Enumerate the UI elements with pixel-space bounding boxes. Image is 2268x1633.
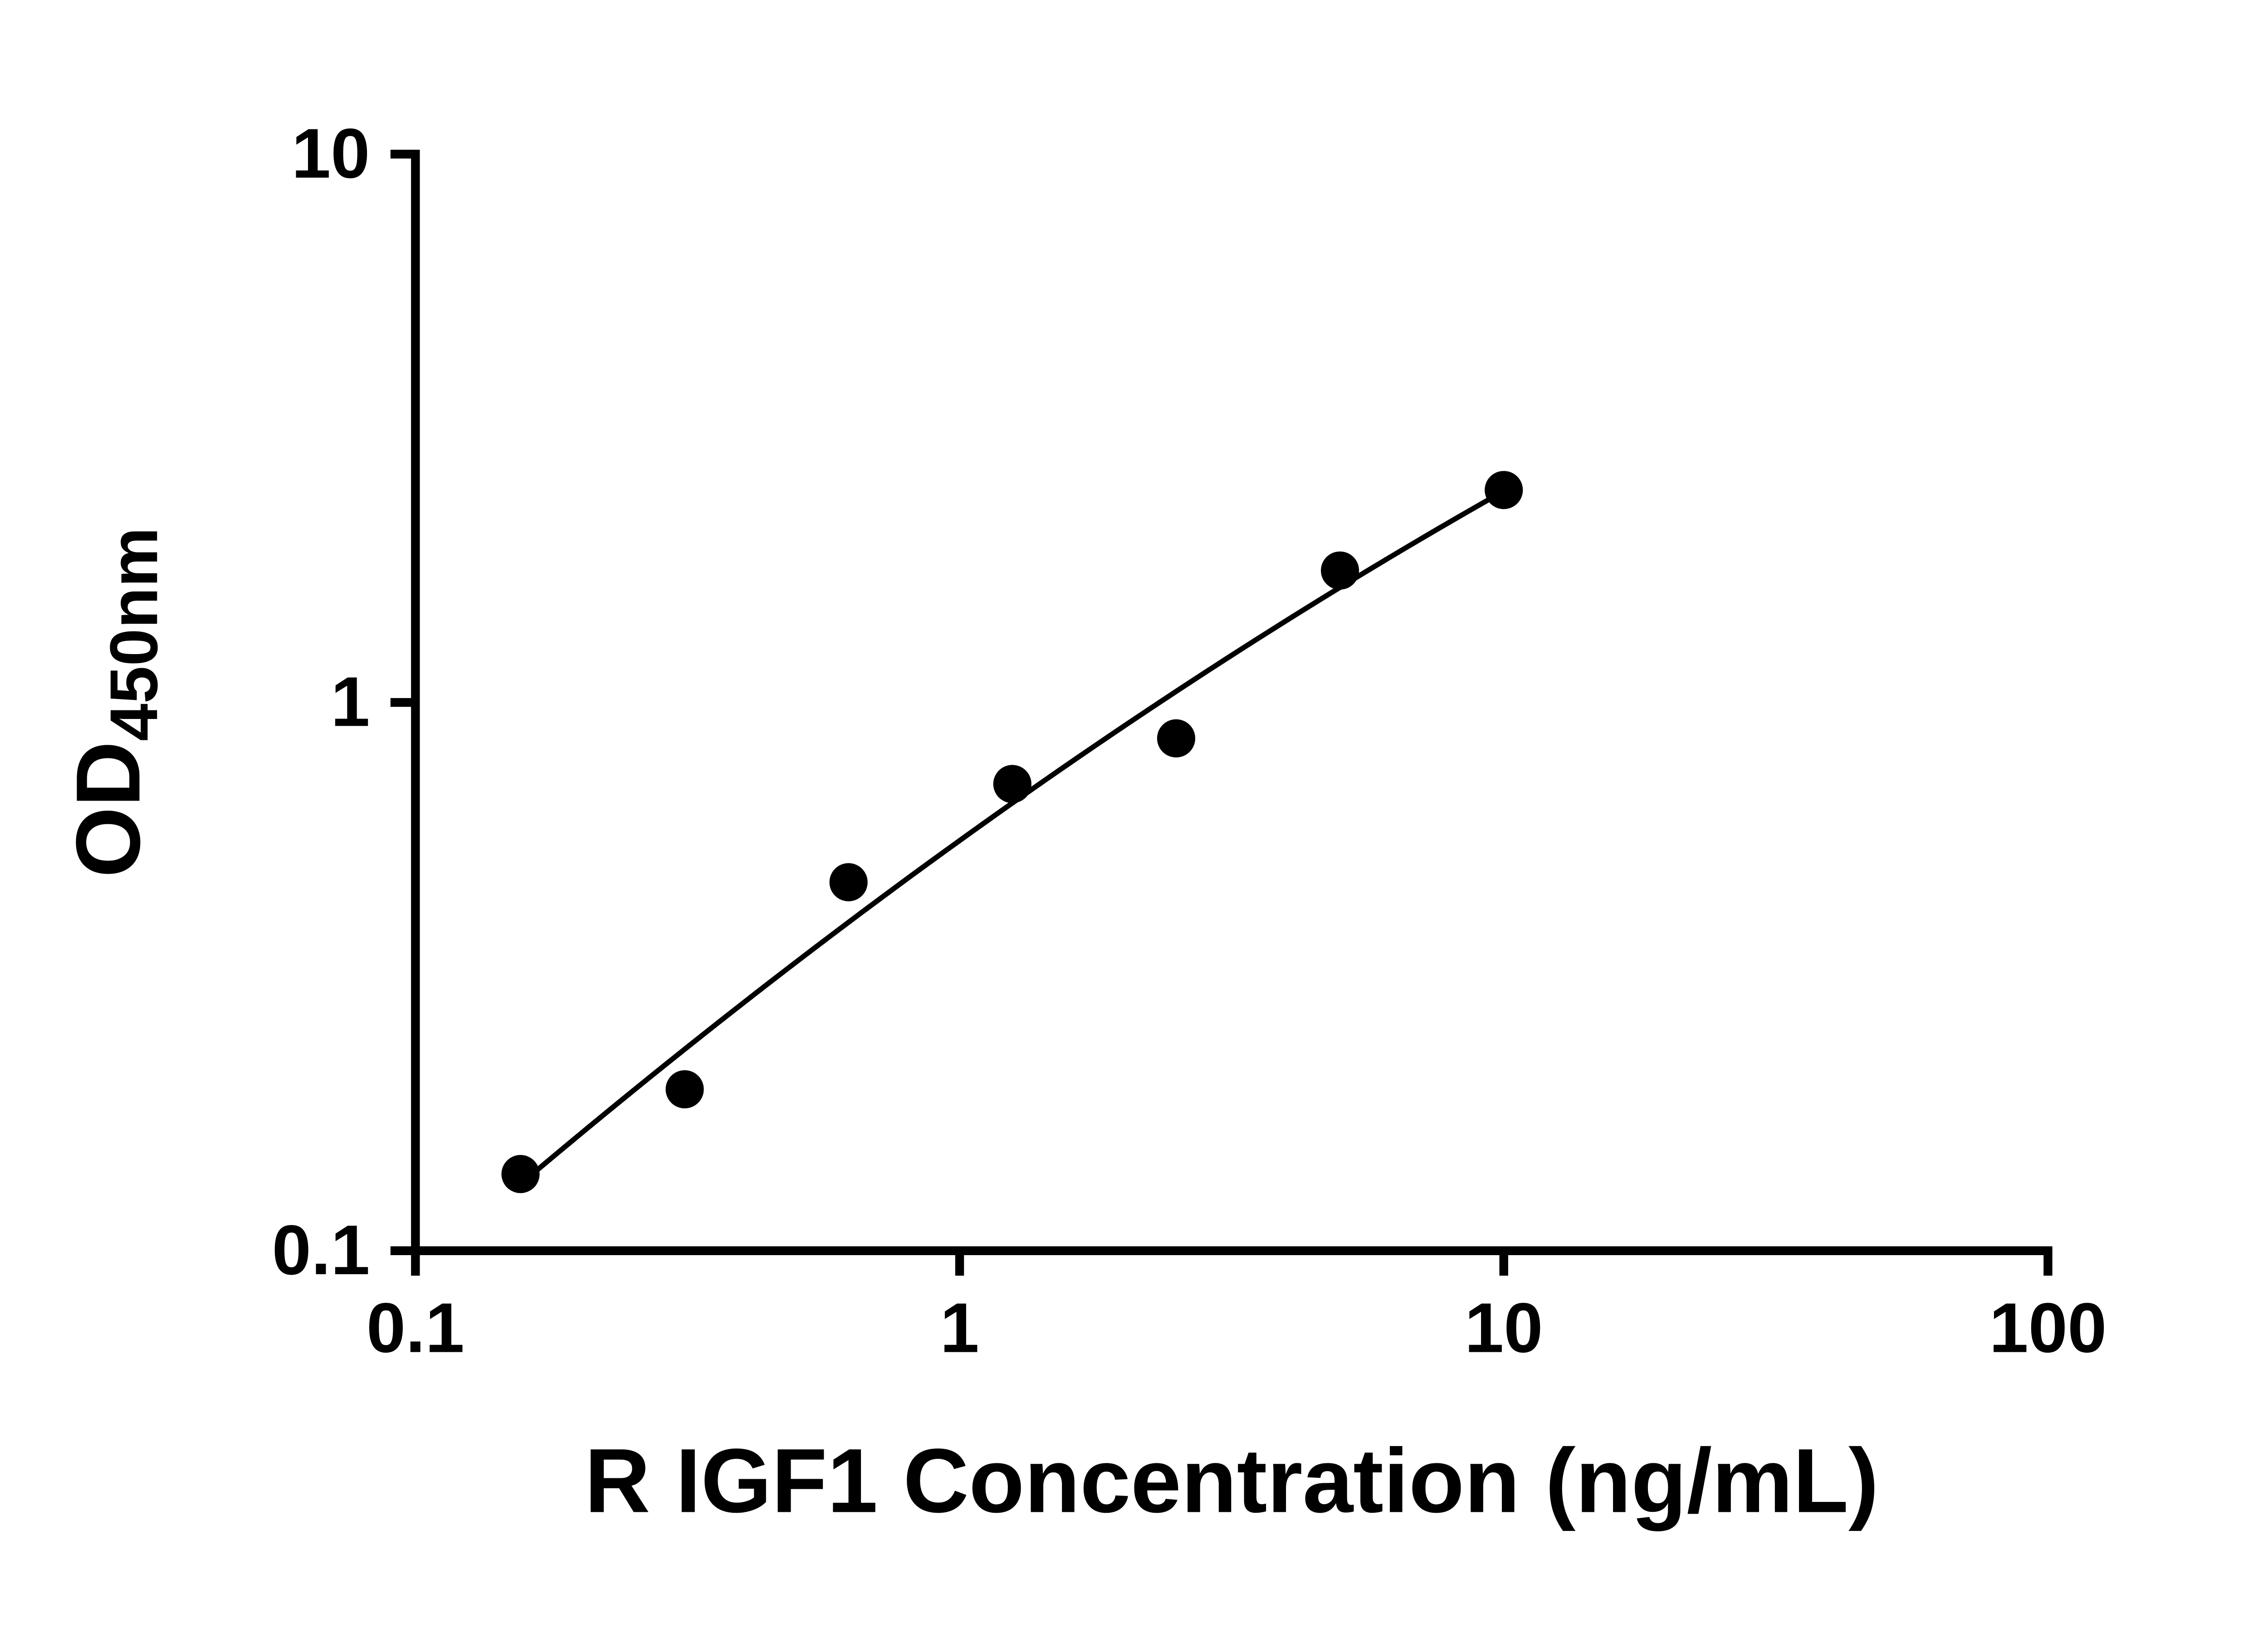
data-point [1157,719,1196,758]
data-point [993,765,1031,803]
data-point [1485,471,1523,509]
data-point [665,1070,704,1109]
y-axis-title-main: OD [57,741,159,878]
y-tick-label: 0.1 [272,1210,370,1289]
x-tick-label: 100 [1989,1288,2107,1367]
y-tick-label: 10 [292,114,370,193]
data-point [501,1155,540,1193]
x-tick-label: 1 [940,1288,979,1367]
y-axis-title: OD450nm [57,527,171,878]
x-axis-title: R IGF1 Concentration (ng/mL) [585,1429,1879,1531]
data-point [1320,551,1359,590]
x-tick-label: 0.1 [367,1288,464,1367]
y-axis-title-subscript: 450nm [96,527,171,741]
data-point [829,863,868,901]
y-tick-label: 1 [331,662,370,741]
x-tick-label: 10 [1465,1288,1543,1367]
